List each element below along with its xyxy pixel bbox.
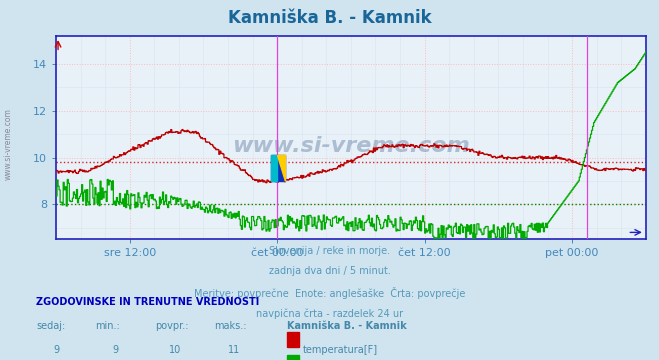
- Text: 9: 9: [53, 345, 59, 355]
- Text: temperatura[F]: temperatura[F]: [302, 345, 378, 355]
- Bar: [271, 155, 277, 181]
- Text: www.si-vreme.com: www.si-vreme.com: [3, 108, 13, 180]
- Text: www.si-vreme.com: www.si-vreme.com: [232, 136, 470, 156]
- Polygon shape: [277, 155, 285, 181]
- Text: Slovenija / reke in morje.: Slovenija / reke in morje.: [269, 246, 390, 256]
- Bar: [271, 155, 285, 181]
- Text: ZGODOVINSKE IN TRENUTNE VREDNOSTI: ZGODOVINSKE IN TRENUTNE VREDNOSTI: [36, 297, 260, 307]
- Text: sedaj:: sedaj:: [36, 321, 65, 332]
- Text: Kamniška B. - Kamnik: Kamniška B. - Kamnik: [228, 9, 431, 27]
- Text: Meritve: povprečne  Enote: anglešaške  Črta: povprečje: Meritve: povprečne Enote: anglešaške Črt…: [194, 287, 465, 299]
- Text: min.:: min.:: [96, 321, 121, 332]
- Text: zadnja dva dni / 5 minut.: zadnja dva dni / 5 minut.: [269, 266, 390, 276]
- Text: navpična črta - razdelek 24 ur: navpična črta - razdelek 24 ur: [256, 308, 403, 319]
- Text: Kamniška B. - Kamnik: Kamniška B. - Kamnik: [287, 321, 407, 332]
- Text: maks.:: maks.:: [214, 321, 246, 332]
- Text: 9: 9: [112, 345, 119, 355]
- Text: povpr.:: povpr.:: [155, 321, 188, 332]
- Text: 10: 10: [169, 345, 181, 355]
- Text: 11: 11: [228, 345, 240, 355]
